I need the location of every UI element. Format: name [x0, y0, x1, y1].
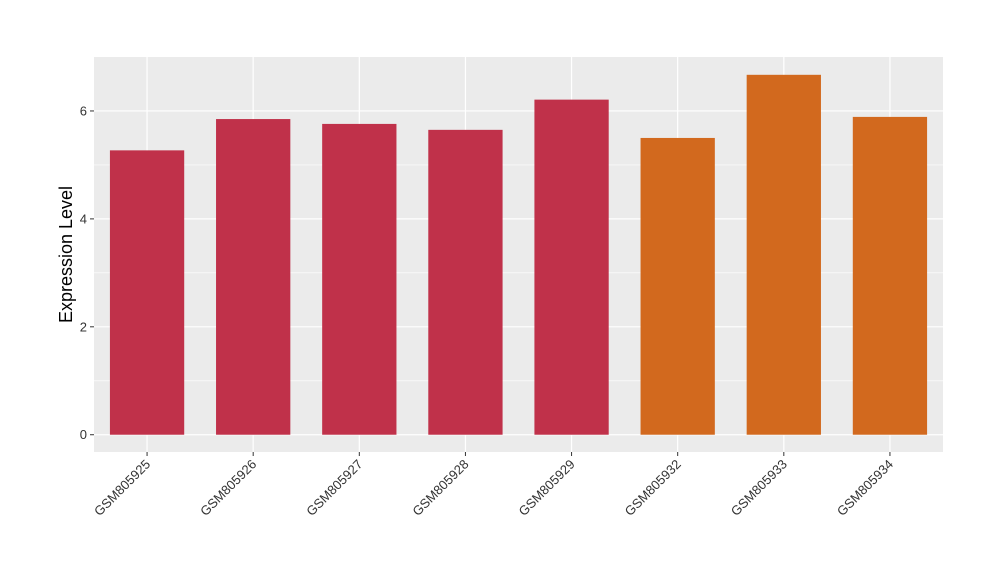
y-tick-label: 2 [80, 319, 87, 334]
bar-gsm805926 [216, 119, 291, 435]
bars [109, 74, 928, 435]
bar-gsm805925 [109, 150, 185, 435]
x-tick-label: GSM805933 [728, 457, 790, 519]
x-tick-label: GSM805927 [303, 457, 365, 519]
x-tick-label: GSM805928 [409, 457, 471, 519]
x-tick-label: GSM805925 [91, 457, 153, 519]
y-tick-label: 0 [80, 427, 87, 442]
x-tick-label: GSM805929 [515, 457, 577, 519]
y-axis-title: Expression Level [56, 186, 76, 323]
bar-gsm805934 [852, 116, 928, 435]
y-tick-label: 4 [80, 211, 87, 226]
bar-gsm805929 [534, 99, 609, 435]
x-tick-label: GSM805926 [197, 457, 259, 519]
x-tick-label: GSM805932 [622, 457, 684, 519]
bar-gsm805928 [428, 129, 503, 435]
y-axis: 0 2 4 6 [80, 103, 94, 442]
bar-gsm805932 [640, 137, 715, 435]
y-tick-label: 6 [80, 103, 87, 118]
bar-gsm805933 [746, 74, 821, 435]
bar-gsm805927 [322, 123, 397, 435]
x-tick-label: GSM805934 [834, 457, 896, 519]
x-axis: GSM805925 GSM805926 GSM805927 GSM805928 GSM8… [91, 452, 896, 519]
